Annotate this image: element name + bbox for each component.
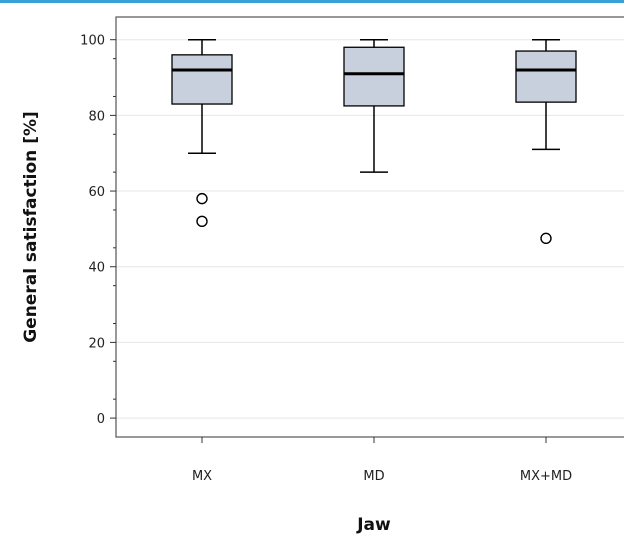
y-tick-label: 60 [88,185,105,200]
top-accent-rule [0,0,624,3]
axis-layer: 0 20 40 60 80 100 MX MD MX+MD [80,34,572,484]
outlier-point [196,192,208,205]
y-tick-label: 20 [88,336,105,351]
x-tick-label: MX+MD [520,469,572,484]
x-axis-title: Jaw [356,515,391,535]
box-iqr [515,50,577,103]
y-axis-title: General satisfaction [%] [21,111,41,343]
plot-frame [115,16,624,438]
box-iqr [171,54,233,105]
outlier-point [540,232,552,245]
box-iqr [343,46,405,107]
y-tick-label: 0 [97,412,105,427]
box-group-md [343,38,405,173]
y-tick-label: 100 [80,34,105,49]
box-group-mx-md [515,38,577,245]
y-tick-label: 80 [88,109,105,124]
x-tick-label: MX [192,469,212,484]
box-group-mx [171,38,233,228]
x-tick-label: MD [363,469,384,484]
box-layer [171,38,577,245]
y-tick-label: 40 [88,261,105,276]
outlier-point [196,215,208,228]
